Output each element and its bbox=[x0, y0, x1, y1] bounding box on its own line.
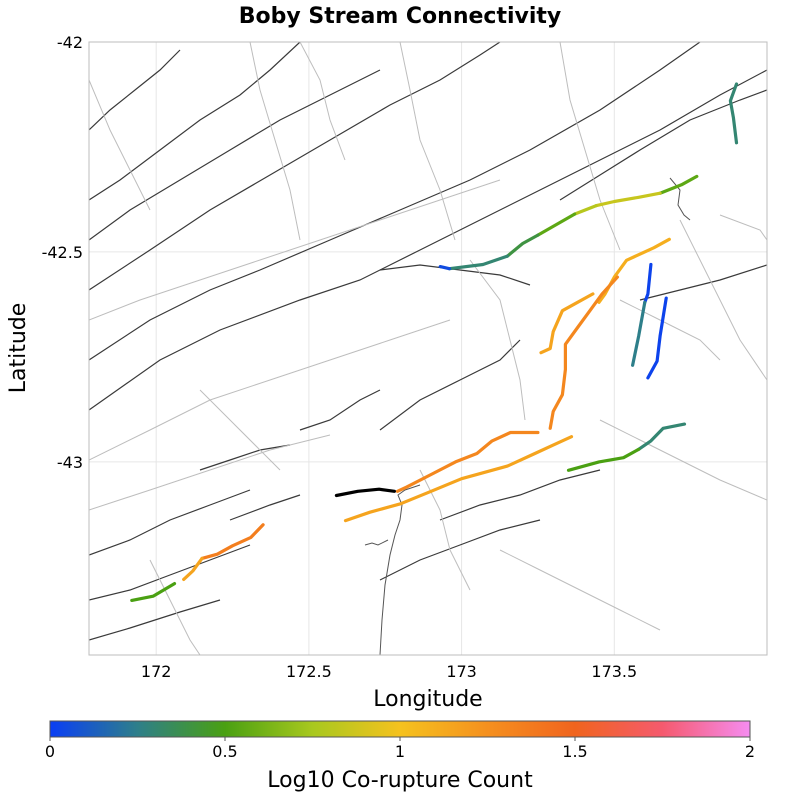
plot-frame bbox=[88, 41, 768, 656]
corupture-fault-segment bbox=[637, 422, 687, 451]
corupture-fault-segment bbox=[182, 556, 204, 581]
fault-trace bbox=[639, 264, 767, 301]
corupture-fault-segment bbox=[631, 300, 647, 367]
fault-trace bbox=[89, 489, 251, 556]
coastline bbox=[364, 539, 389, 546]
chart-title: Boby Stream Connectivity bbox=[239, 4, 562, 29]
corupture-fault-layer bbox=[130, 82, 739, 602]
x-axis-ticks: 172 172.5 173 173.5 bbox=[141, 662, 637, 681]
fault-trace bbox=[89, 79, 151, 211]
corupture-fault-segment bbox=[200, 523, 265, 560]
fault-trace bbox=[89, 42, 501, 291]
fault-trace bbox=[679, 219, 767, 381]
fault-trace bbox=[379, 264, 531, 286]
plot-background bbox=[89, 42, 767, 655]
x-tick-label: 173.5 bbox=[591, 662, 637, 681]
corupture-fault-segment bbox=[643, 262, 653, 304]
coastline bbox=[379, 484, 421, 655]
corupture-fault-segment bbox=[646, 296, 668, 380]
corupture-fault-segment bbox=[447, 254, 509, 271]
colorbar-tick-label: 0 bbox=[45, 742, 55, 761]
y-axis-label: Latitude bbox=[6, 303, 31, 394]
fault-trace bbox=[469, 259, 526, 421]
colorbar-ticks: 0 0.5 1 1.5 2 bbox=[45, 737, 755, 761]
colorbar-tick-label: 2 bbox=[745, 742, 755, 761]
fault-trace bbox=[89, 599, 221, 641]
corupture-fault-segment bbox=[130, 582, 177, 602]
fault-trace bbox=[499, 549, 661, 631]
colorbar-tick-label: 0.5 bbox=[212, 742, 237, 761]
fault-trace bbox=[399, 42, 456, 241]
corupture-fault-segment bbox=[505, 233, 540, 258]
y-tick-label: -42 bbox=[57, 33, 83, 52]
fault-trace bbox=[299, 42, 346, 161]
fault-trace bbox=[149, 559, 201, 655]
y-axis-ticks: -42 -42.5 -43 bbox=[42, 33, 83, 472]
corupture-fault-segment bbox=[395, 430, 540, 493]
colorbar: 0 0.5 1 1.5 2 Log10 Co-rupture Count bbox=[45, 720, 755, 793]
corupture-fault-segment bbox=[566, 447, 641, 472]
corupture-fault-segment bbox=[438, 265, 451, 271]
fault-trace bbox=[89, 42, 301, 201]
fault-trace bbox=[89, 49, 181, 131]
background-fault-network bbox=[89, 42, 767, 655]
fault-trace bbox=[199, 389, 281, 471]
corupture-fault-segment bbox=[536, 212, 577, 237]
fault-trace bbox=[599, 419, 767, 501]
fault-trace bbox=[299, 389, 381, 431]
x-axis-label: Longitude bbox=[373, 687, 482, 712]
y-tick-label: -42.5 bbox=[42, 243, 83, 262]
corupture-fault-segment bbox=[658, 174, 699, 195]
fault-trace bbox=[229, 494, 301, 521]
fault-trace bbox=[89, 544, 251, 601]
fault-trace bbox=[89, 179, 501, 321]
fault-trace bbox=[439, 469, 601, 521]
colorbar-tick-label: 1 bbox=[395, 742, 405, 761]
corupture-fault-segment bbox=[539, 292, 595, 355]
colorbar-gradient bbox=[49, 720, 751, 738]
x-tick-label: 173 bbox=[446, 662, 477, 681]
fault-trace bbox=[89, 434, 331, 511]
plot-area bbox=[88, 41, 768, 656]
fault-trace bbox=[379, 339, 521, 431]
y-tick-label: -43 bbox=[57, 453, 83, 472]
fault-trace bbox=[619, 299, 721, 361]
fault-trace bbox=[89, 319, 451, 461]
colorbar-label: Log10 Co-rupture Count bbox=[267, 768, 533, 793]
corupture-fault-segment bbox=[343, 435, 574, 523]
fault-trace bbox=[89, 69, 767, 411]
corupture-fault-segment bbox=[548, 275, 619, 430]
fault-trace bbox=[199, 444, 291, 471]
corupture-fault-segment bbox=[728, 82, 739, 145]
colorbar-tick-label: 1.5 bbox=[562, 742, 587, 761]
fault-trace bbox=[559, 42, 621, 251]
fault-trace bbox=[719, 214, 767, 241]
source-fault-boby-stream bbox=[334, 487, 396, 498]
corupture-fault-segment bbox=[594, 191, 662, 208]
fault-trace bbox=[89, 42, 701, 361]
corupture-fault-segment bbox=[573, 204, 598, 216]
x-tick-label: 172 bbox=[141, 662, 172, 681]
fault-trace bbox=[249, 42, 301, 241]
fault-trace bbox=[419, 469, 471, 591]
fault-trace bbox=[379, 519, 541, 581]
fault-trace bbox=[89, 69, 381, 241]
x-tick-label: 172.5 bbox=[286, 662, 332, 681]
corupture-fault-segment bbox=[597, 237, 671, 304]
